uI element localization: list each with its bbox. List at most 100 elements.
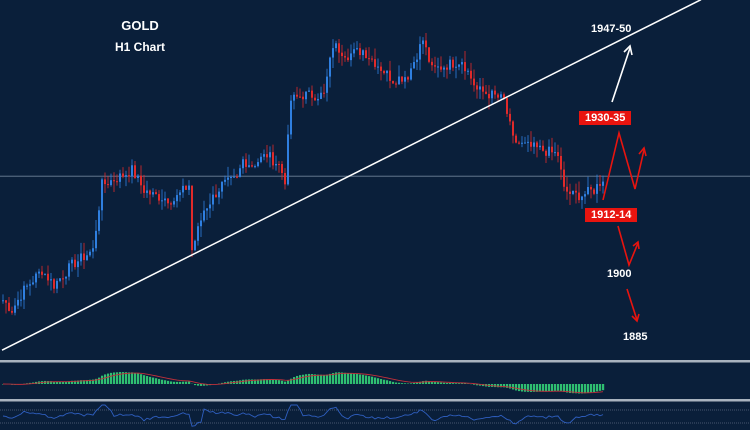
macd-histogram-bar	[575, 384, 578, 394]
macd-histogram-bar	[143, 375, 146, 384]
macd-histogram-bar	[404, 383, 407, 384]
projection-zigzag	[602, 129, 645, 201]
candle-body	[569, 191, 571, 194]
candle-body	[311, 90, 313, 98]
macd-histogram-bar	[167, 380, 170, 384]
candle-body	[506, 98, 508, 114]
macd-histogram-bar	[413, 382, 416, 384]
candle-body	[263, 154, 265, 157]
candle-body	[146, 190, 148, 193]
candle-body	[98, 210, 100, 231]
candle-body	[149, 190, 151, 195]
macd-histogram-bar	[515, 384, 518, 391]
macd-histogram-bar	[311, 374, 314, 384]
candle-body	[92, 248, 94, 252]
macd-histogram-bar	[584, 384, 587, 394]
macd-histogram-bar	[65, 381, 68, 384]
candle-body	[527, 141, 529, 143]
candle-body	[95, 230, 97, 249]
macd-histogram-bar	[290, 378, 293, 384]
candle-body	[362, 50, 364, 56]
candle-body	[581, 196, 583, 201]
macd-histogram-bar	[590, 384, 593, 393]
macd-histogram-bar	[53, 381, 56, 384]
macd-histogram-bar	[251, 379, 254, 384]
candle-body	[272, 152, 274, 166]
candle-body	[359, 48, 361, 56]
macd-histogram-bar	[137, 373, 140, 384]
projection-down-1	[617, 225, 639, 268]
candle-body	[461, 62, 463, 65]
macd-histogram-bar	[362, 374, 365, 384]
candle-body	[5, 300, 7, 303]
macd-histogram-bar	[248, 379, 251, 384]
macd-histogram-bar	[374, 377, 377, 384]
macd-histogram-bar	[275, 379, 278, 384]
macd-histogram-bar	[203, 384, 206, 386]
candle-body	[434, 65, 436, 67]
candle-body	[509, 113, 511, 122]
candle-body	[167, 198, 169, 204]
macd-histogram-bar	[536, 384, 539, 392]
candle-body	[401, 76, 403, 82]
macd-histogram-bar	[161, 379, 164, 384]
candle-body	[131, 165, 133, 177]
macd-histogram-bar	[116, 372, 119, 384]
candle-body	[314, 97, 316, 101]
candle-body	[482, 86, 484, 92]
candle-body	[227, 177, 229, 180]
macd-histogram-bar	[446, 383, 449, 384]
macd-histogram-bar	[185, 381, 188, 384]
candle-body	[11, 310, 13, 313]
candle-body	[128, 175, 130, 177]
macd-histogram-bar	[440, 382, 443, 384]
candle-body	[545, 150, 547, 156]
candle-body	[110, 180, 112, 186]
macd-histogram-bar	[410, 383, 413, 384]
macd-histogram-bar	[365, 375, 368, 384]
macd-histogram-bar	[329, 373, 332, 384]
candle-body	[212, 194, 214, 205]
candle-body	[62, 278, 64, 280]
macd-histogram-bar	[284, 381, 287, 384]
macd-histogram-bar	[305, 374, 308, 384]
macd-histogram-bar	[50, 381, 53, 384]
macd-histogram-bar	[86, 379, 89, 384]
candle-body	[485, 91, 487, 94]
candle-body	[404, 77, 406, 82]
candle-body	[296, 94, 298, 97]
candle-body	[173, 201, 175, 205]
macd-histogram-bar	[359, 374, 362, 384]
candle-body	[365, 50, 367, 59]
candle-body	[491, 90, 493, 99]
candle-body	[590, 187, 592, 190]
candle-body	[593, 189, 595, 194]
macd-histogram-bar	[389, 381, 392, 384]
macd-histogram-bar	[497, 384, 500, 388]
candle-body	[383, 70, 385, 74]
candle-body	[329, 57, 331, 77]
candle-body	[164, 198, 166, 201]
macd-histogram-bar	[548, 384, 551, 392]
candle-body	[515, 135, 517, 143]
macd-histogram-bar	[557, 384, 560, 391]
macd-histogram-bar	[566, 384, 569, 393]
candle-body	[71, 259, 73, 264]
candle-body	[116, 181, 118, 183]
candle-body	[137, 175, 139, 178]
macd-histogram-bar	[422, 381, 425, 384]
macd-histogram-bar	[350, 373, 353, 384]
candle-body	[437, 66, 439, 68]
macd-histogram-bar	[140, 374, 143, 384]
macd-histogram-bar	[320, 374, 323, 384]
candle-body	[422, 40, 424, 45]
candle-body	[425, 40, 427, 48]
candle-body	[494, 90, 496, 95]
candle-body	[182, 185, 184, 193]
macd-histogram-bar	[77, 380, 80, 384]
candle-body	[350, 53, 352, 61]
macd-histogram-bar	[107, 373, 110, 384]
candle-body	[587, 187, 589, 195]
candle-body	[32, 282, 34, 285]
chart-subtitle: H1 Chart	[114, 40, 165, 54]
